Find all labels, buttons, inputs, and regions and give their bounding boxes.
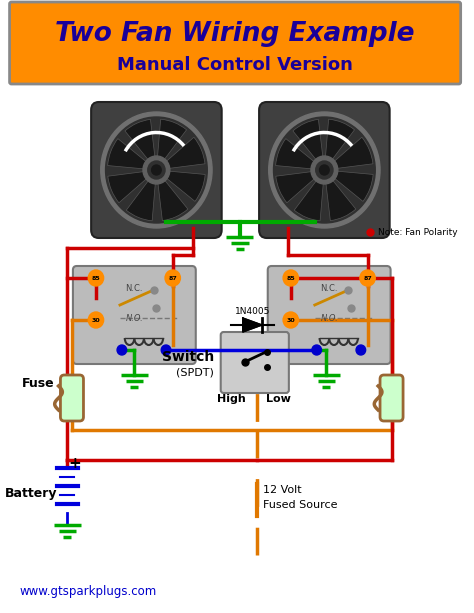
Wedge shape — [156, 170, 205, 202]
Wedge shape — [108, 139, 156, 170]
Text: 87: 87 — [363, 275, 372, 281]
Wedge shape — [276, 170, 324, 203]
Text: +: + — [68, 455, 81, 471]
Wedge shape — [275, 139, 324, 170]
Text: Low: Low — [266, 394, 291, 404]
Wedge shape — [324, 170, 356, 221]
Circle shape — [356, 345, 365, 355]
Circle shape — [360, 270, 375, 286]
Text: Battery: Battery — [4, 487, 57, 500]
Circle shape — [161, 345, 171, 355]
Wedge shape — [293, 120, 324, 170]
Wedge shape — [324, 137, 373, 170]
Text: (SPDT): (SPDT) — [176, 367, 214, 377]
Text: 85: 85 — [286, 275, 295, 281]
Text: 85: 85 — [91, 275, 100, 281]
FancyBboxPatch shape — [221, 332, 289, 393]
Circle shape — [88, 312, 104, 328]
Circle shape — [165, 270, 181, 286]
Wedge shape — [156, 119, 187, 170]
Text: Fused Source: Fused Source — [263, 500, 337, 510]
Circle shape — [269, 112, 380, 228]
Text: 1N4005: 1N4005 — [235, 306, 270, 316]
Text: N.C.: N.C. — [126, 283, 143, 292]
Wedge shape — [156, 137, 205, 170]
Text: N.C.: N.C. — [320, 283, 338, 292]
Circle shape — [273, 117, 375, 223]
FancyBboxPatch shape — [61, 375, 83, 421]
Text: N.O.: N.O. — [126, 313, 143, 322]
Text: 30: 30 — [91, 318, 100, 322]
Circle shape — [311, 156, 338, 184]
Circle shape — [152, 165, 161, 175]
Wedge shape — [324, 119, 355, 170]
Text: 30: 30 — [286, 318, 295, 322]
Circle shape — [316, 161, 333, 179]
Text: N.O.: N.O. — [320, 313, 338, 322]
Wedge shape — [126, 170, 156, 221]
Wedge shape — [108, 170, 156, 203]
Circle shape — [148, 161, 165, 179]
FancyBboxPatch shape — [268, 266, 391, 364]
Text: 87: 87 — [168, 275, 177, 281]
Circle shape — [143, 156, 170, 184]
Text: Manual Control Version: Manual Control Version — [117, 56, 353, 74]
Circle shape — [283, 312, 299, 328]
Wedge shape — [294, 170, 324, 221]
Text: Fuse: Fuse — [22, 376, 55, 389]
Text: High: High — [217, 394, 246, 404]
Circle shape — [106, 117, 207, 223]
FancyBboxPatch shape — [91, 102, 222, 238]
Text: Note: Fan Polarity: Note: Fan Polarity — [378, 227, 458, 237]
Text: 12 Volt: 12 Volt — [263, 485, 301, 495]
FancyBboxPatch shape — [73, 266, 196, 364]
Circle shape — [312, 345, 321, 355]
Polygon shape — [243, 318, 262, 332]
Circle shape — [117, 345, 127, 355]
Circle shape — [319, 165, 329, 175]
Circle shape — [283, 270, 299, 286]
Text: Switch: Switch — [162, 350, 214, 364]
Wedge shape — [125, 120, 156, 170]
Circle shape — [88, 270, 104, 286]
Text: www.gtsparkplugs.com: www.gtsparkplugs.com — [19, 585, 156, 598]
Circle shape — [101, 112, 212, 228]
FancyBboxPatch shape — [380, 375, 403, 421]
FancyBboxPatch shape — [259, 102, 390, 238]
Wedge shape — [156, 170, 188, 221]
FancyBboxPatch shape — [9, 2, 461, 84]
Text: Two Fan Wiring Example: Two Fan Wiring Example — [55, 21, 415, 47]
Wedge shape — [324, 170, 373, 202]
